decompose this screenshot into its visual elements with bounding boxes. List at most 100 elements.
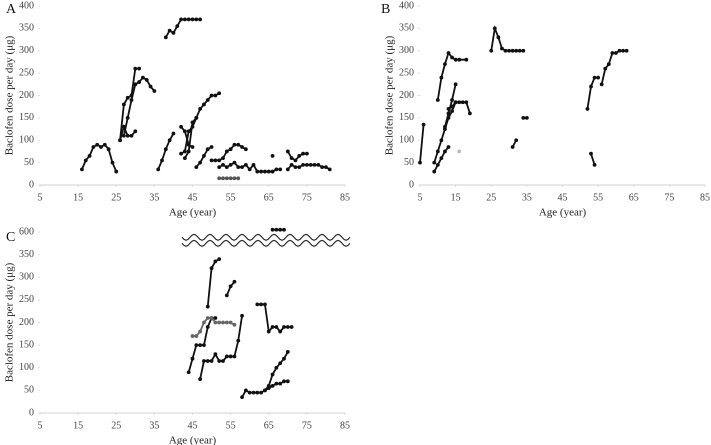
data-point: [198, 17, 203, 22]
data-point: [240, 165, 244, 170]
series-line: [192, 317, 235, 337]
data-point: [510, 145, 515, 149]
data-point: [209, 359, 214, 363]
data-point: [137, 80, 142, 84]
data-point: [500, 46, 504, 51]
data-point: [205, 359, 210, 363]
data-point: [144, 77, 149, 82]
data-point: [209, 158, 214, 163]
data-point: [274, 325, 279, 329]
y-tick-label: 250: [19, 67, 34, 78]
x-tick-label: 25: [111, 192, 121, 203]
data-point: [137, 66, 142, 71]
data-point: [418, 160, 422, 165]
data-point: [285, 379, 290, 384]
data-point: [521, 115, 526, 120]
panel: C 0 50 100 150 200 250 300 350 600 5 15 25 35 45 55 65 75…: [4, 226, 351, 445]
data-point: [282, 356, 286, 361]
data-point: [489, 48, 494, 53]
data-point: [198, 377, 203, 381]
data-point: [167, 28, 172, 33]
data-point: [141, 75, 145, 80]
x-tick-label: 55: [593, 192, 603, 203]
data-point: [121, 133, 126, 138]
data-point: [304, 151, 309, 156]
data-point: [202, 343, 206, 348]
data-point: [603, 66, 608, 71]
x-tick-label: 85: [340, 420, 350, 431]
data-point: [217, 91, 222, 96]
y-tick-label: 150: [19, 339, 34, 350]
data-point: [510, 48, 515, 53]
data-point: [517, 48, 522, 53]
data-point: [592, 75, 597, 80]
data-point: [194, 334, 199, 338]
data-point: [624, 48, 629, 53]
data-point: [217, 320, 222, 325]
y-tick-label: 50: [404, 157, 414, 168]
data-point: [190, 120, 195, 125]
data-point: [99, 145, 103, 149]
data-point: [289, 325, 294, 329]
data-point: [110, 160, 115, 165]
y-tick-label: 100: [19, 362, 34, 373]
y-tick-label: 200: [19, 317, 34, 328]
x-tick-label: 5: [418, 192, 423, 203]
data-point: [213, 259, 218, 264]
data-point: [282, 227, 286, 232]
data-point: [205, 325, 210, 329]
y-tick-label: 350: [399, 23, 414, 34]
data-point: [289, 162, 294, 167]
data-point: [285, 167, 290, 172]
x-axis-title: Age (year): [169, 207, 217, 219]
y-tick-label: 0: [409, 179, 414, 190]
data-point: [274, 227, 279, 232]
x-tick-label: 35: [522, 192, 532, 203]
data-point: [228, 162, 233, 167]
data-point: [514, 138, 519, 143]
data-point: [224, 320, 229, 325]
data-point: [198, 107, 203, 111]
data-point: [450, 98, 454, 102]
data-point: [270, 325, 275, 329]
data-point: [236, 176, 241, 181]
data-point: [617, 48, 622, 53]
y-tick-label: 150: [19, 112, 34, 123]
data-point: [243, 147, 248, 152]
data-point: [285, 350, 290, 354]
series-line: [419, 124, 425, 163]
data-point: [443, 124, 447, 129]
data-point: [259, 390, 264, 395]
data-point: [439, 75, 444, 80]
data-point: [251, 162, 256, 167]
data-point: [95, 142, 100, 147]
data-point: [450, 104, 454, 109]
data-point: [435, 149, 440, 154]
data-point: [209, 93, 214, 98]
data-point: [439, 156, 444, 161]
data-point: [274, 381, 279, 386]
data-point: [263, 302, 267, 307]
data-point: [190, 334, 195, 338]
data-point: [198, 343, 203, 348]
x-axis-title: Age (year): [539, 207, 587, 219]
data-point: [606, 62, 611, 67]
data-point: [213, 352, 218, 357]
data-point: [224, 149, 229, 154]
y-tick-label: 150: [399, 112, 414, 123]
data-point: [450, 55, 454, 60]
data-point: [464, 100, 469, 105]
panel-label: C: [6, 230, 15, 245]
data-point: [232, 322, 237, 327]
series-line: [157, 133, 175, 170]
series-line: [257, 303, 292, 334]
x-tick-label: 5: [38, 420, 43, 431]
data-point: [585, 107, 590, 111]
data-point: [160, 158, 164, 163]
data-point: [221, 156, 225, 161]
y-tick-label: 250: [19, 294, 34, 305]
data-point: [190, 145, 195, 149]
data-point: [435, 98, 440, 102]
data-point: [205, 316, 210, 320]
